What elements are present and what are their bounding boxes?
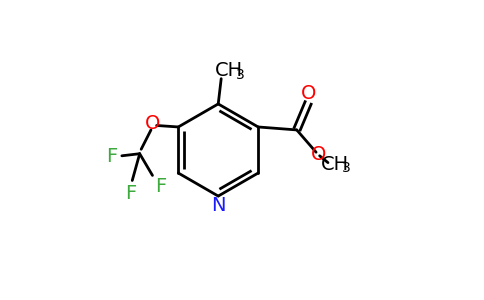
Text: O: O [311, 145, 326, 164]
Text: CH: CH [214, 61, 242, 80]
Text: N: N [211, 196, 226, 215]
Text: F: F [125, 184, 136, 203]
Text: 3: 3 [236, 68, 244, 82]
Text: 3: 3 [342, 161, 351, 175]
Text: F: F [106, 147, 118, 166]
Text: O: O [145, 115, 161, 134]
Text: CH: CH [321, 154, 349, 174]
Text: F: F [155, 177, 166, 196]
Text: O: O [301, 84, 317, 103]
